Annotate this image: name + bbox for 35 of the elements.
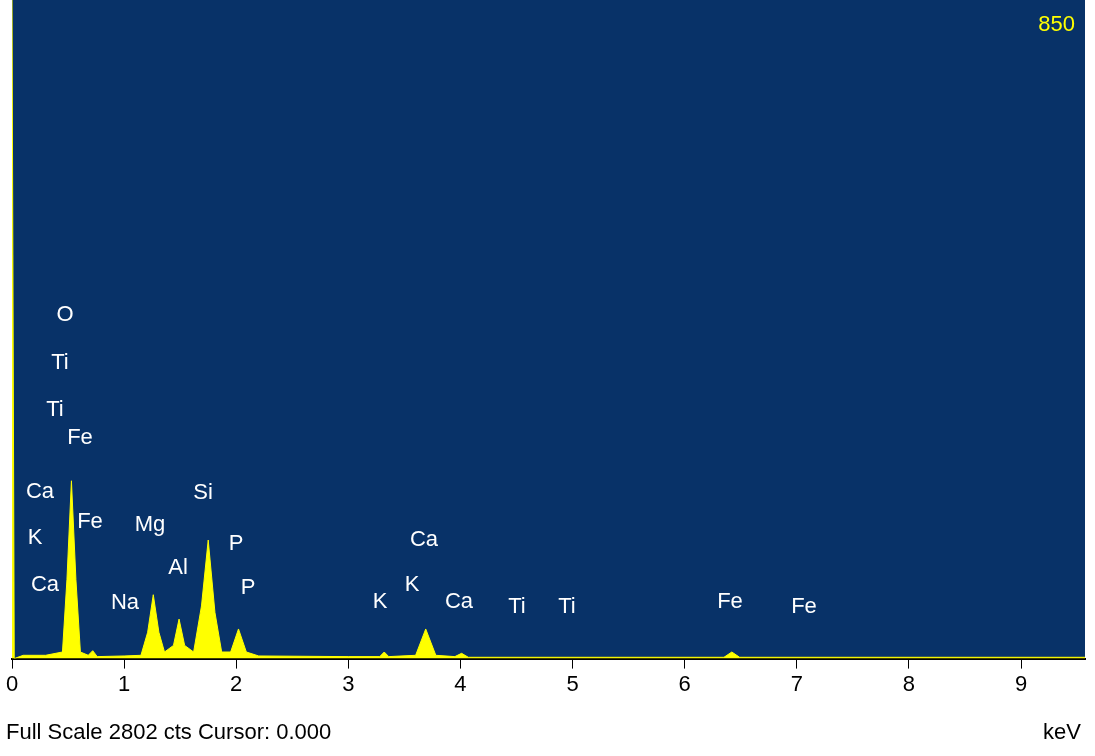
annotation: 850 bbox=[1038, 11, 1075, 37]
x-tick-label: 2 bbox=[230, 670, 243, 696]
x-tick-label: 8 bbox=[902, 670, 916, 696]
x-tick-label: 9 bbox=[1014, 670, 1028, 696]
x-tick-label: 7 bbox=[790, 670, 803, 696]
annotation: Ti bbox=[558, 593, 576, 619]
text: Full Scale 2802 cts Cursor: 0.000 bbox=[6, 719, 332, 745]
x-tick-label: 6 bbox=[678, 670, 691, 696]
annotation: P bbox=[240, 574, 256, 600]
annotation: Si bbox=[193, 479, 213, 505]
annotation: Ti bbox=[51, 349, 69, 375]
annotation: K bbox=[404, 571, 420, 597]
annotation: Fe bbox=[717, 588, 743, 614]
x-tick-label: 0 bbox=[5, 670, 19, 696]
annotation: Fe bbox=[791, 593, 817, 619]
annotation: Na bbox=[110, 589, 140, 615]
x-tick-label: 4 bbox=[454, 670, 467, 696]
annotation: O bbox=[56, 301, 74, 327]
x-axis-title: keV bbox=[1043, 719, 1082, 745]
x-tick-label: 5 bbox=[566, 670, 579, 696]
annotation: Ti bbox=[508, 593, 526, 619]
annotation: Ca bbox=[25, 478, 55, 504]
annotation: K bbox=[27, 524, 43, 550]
annotation: P bbox=[228, 530, 244, 556]
annotation: Ca bbox=[30, 571, 60, 597]
annotation: Ca bbox=[409, 526, 439, 552]
annotation: Mg bbox=[134, 511, 166, 537]
annotation: Fe bbox=[77, 508, 103, 534]
x-tick-label: 3 bbox=[342, 670, 355, 696]
annotation: Ti bbox=[46, 396, 64, 422]
annotation: K bbox=[372, 588, 388, 614]
annotation: Ca bbox=[444, 588, 474, 614]
annotation: Fe bbox=[67, 424, 93, 450]
annotation: Al bbox=[168, 554, 188, 580]
x-tick-label: 1 bbox=[118, 670, 131, 696]
